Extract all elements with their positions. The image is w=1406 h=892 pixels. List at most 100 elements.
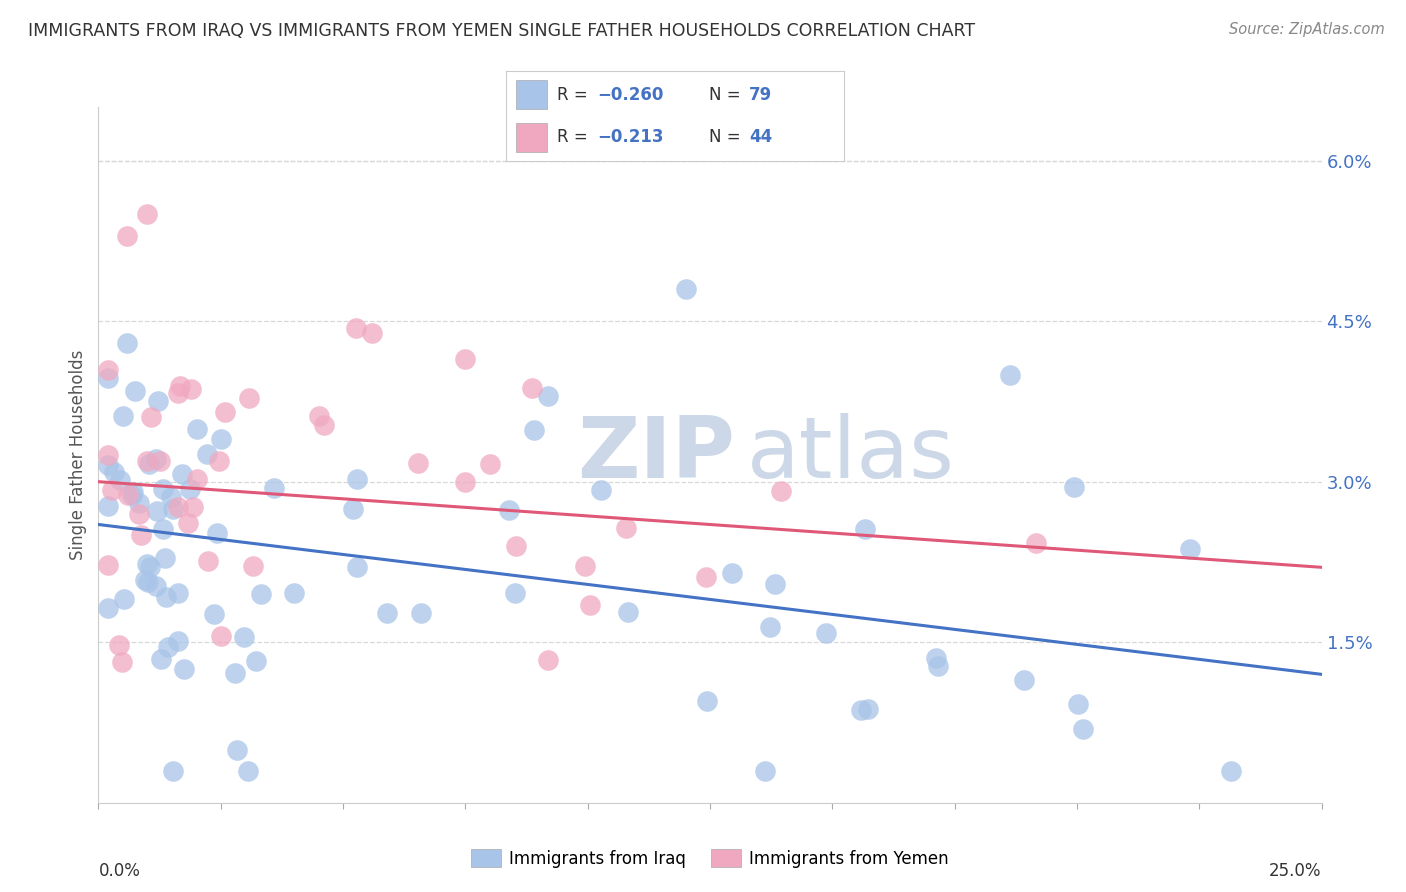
Point [157, 640, 180, 654]
Point [148, 394, 170, 409]
Point [121, 487, 143, 501]
Point [616, 605, 638, 619]
Point [312, 418, 335, 433]
Point [853, 522, 876, 536]
Point [115, 229, 138, 244]
Point [166, 385, 188, 400]
Point [111, 655, 134, 669]
Point [145, 579, 167, 593]
Point [523, 423, 546, 437]
Point [1073, 723, 1095, 737]
Point [696, 694, 718, 708]
Point [250, 587, 273, 601]
Point [754, 764, 776, 778]
Text: 25.0%: 25.0% [1270, 862, 1322, 880]
Point [537, 389, 560, 403]
Point [589, 483, 612, 498]
Point [136, 207, 159, 221]
Text: 79: 79 [749, 86, 772, 103]
Point [225, 743, 247, 757]
Point [214, 405, 236, 419]
Point [361, 326, 384, 340]
Point [208, 454, 231, 468]
Point [97, 448, 120, 462]
Point [520, 381, 543, 395]
Point [112, 409, 135, 424]
Point [152, 482, 174, 496]
Point [97, 458, 120, 472]
Point [149, 652, 172, 666]
Point [758, 620, 780, 634]
Point [346, 560, 368, 574]
Point [186, 422, 208, 436]
Point [139, 560, 162, 574]
Y-axis label: Single Father Households: Single Father Households [69, 350, 87, 560]
Point [346, 473, 368, 487]
Point [122, 485, 145, 500]
Point [117, 488, 139, 502]
Point [129, 528, 152, 542]
Point [411, 606, 433, 620]
Point [454, 475, 477, 489]
Point [720, 566, 742, 581]
Point [224, 665, 246, 680]
Point [167, 500, 190, 515]
Point [97, 601, 120, 615]
Text: −0.213: −0.213 [598, 128, 664, 146]
Point [503, 586, 526, 600]
Point [614, 521, 637, 535]
Point [242, 559, 264, 574]
Point [108, 473, 131, 487]
Point [344, 320, 367, 334]
Point [1220, 764, 1243, 778]
Point [138, 457, 160, 471]
Point [115, 336, 138, 351]
Point [236, 764, 259, 778]
Point [136, 454, 159, 468]
Point [167, 633, 190, 648]
Text: R =: R = [557, 86, 593, 103]
Point [101, 483, 124, 497]
Point [136, 574, 159, 589]
Point [128, 508, 150, 522]
Point [103, 465, 125, 479]
Point [505, 539, 527, 553]
Point [308, 409, 330, 423]
Point [814, 625, 837, 640]
Point [927, 658, 949, 673]
Text: Source: ZipAtlas.com: Source: ZipAtlas.com [1229, 22, 1385, 37]
Point [149, 453, 172, 467]
Point [141, 410, 163, 425]
Point [153, 551, 176, 566]
Point [179, 483, 201, 497]
Point [173, 662, 195, 676]
Point [283, 586, 305, 600]
Point [97, 371, 120, 385]
Point [1178, 541, 1201, 556]
Point [170, 467, 193, 482]
Text: ZIP: ZIP [576, 413, 734, 497]
Point [498, 502, 520, 516]
Point [454, 351, 477, 366]
Point [578, 599, 600, 613]
Point [849, 703, 872, 717]
Point [479, 458, 502, 472]
Point [162, 764, 184, 778]
Point [162, 502, 184, 516]
Point [145, 451, 167, 466]
Point [1063, 480, 1085, 494]
Text: 44: 44 [749, 128, 772, 146]
Point [181, 500, 204, 515]
Point [97, 500, 120, 514]
Point [238, 391, 260, 405]
Point [167, 586, 190, 600]
Point [97, 558, 120, 572]
Point [574, 558, 596, 573]
Point [155, 591, 177, 605]
Point [152, 522, 174, 536]
Point [128, 496, 150, 510]
Point [1012, 673, 1035, 687]
Legend: Immigrants from Iraq, Immigrants from Yemen: Immigrants from Iraq, Immigrants from Ye… [464, 842, 956, 874]
Point [925, 651, 948, 665]
Point [537, 653, 560, 667]
